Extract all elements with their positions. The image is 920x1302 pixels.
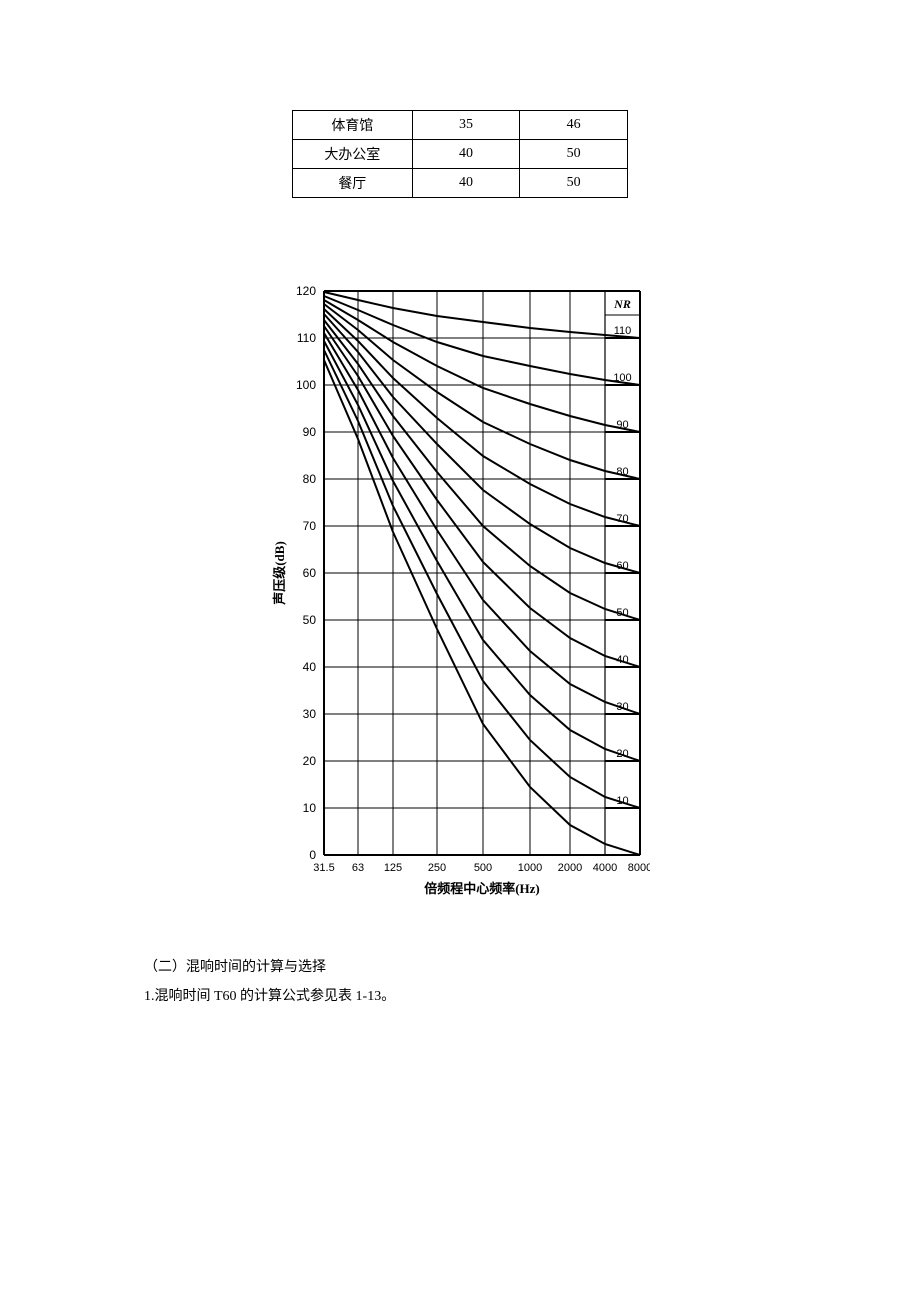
- data-table: 体育馆3546大办公室4050餐厅4050: [292, 110, 628, 198]
- svg-text:2000: 2000: [558, 862, 582, 874]
- svg-text:30: 30: [303, 707, 317, 721]
- svg-text:250: 250: [428, 862, 446, 874]
- svg-text:120: 120: [296, 284, 316, 298]
- body-text: （二）混响时间的计算与选择 1.混响时间 T60 的计算公式参见表 1-13。: [144, 953, 920, 1012]
- nr-chart: NR11010090807060504030201001020304050607…: [270, 210, 650, 915]
- svg-text:NR: NR: [613, 297, 631, 311]
- table-cell: 40: [412, 169, 520, 198]
- svg-text:80: 80: [616, 466, 628, 478]
- section-heading: （二）混响时间的计算与选择: [144, 953, 920, 982]
- table-row: 大办公室4050: [293, 140, 628, 169]
- svg-text:20: 20: [616, 748, 628, 760]
- svg-text:4000: 4000: [593, 862, 617, 874]
- table-cell: 50: [520, 140, 628, 169]
- table-cell: 50: [520, 169, 628, 198]
- svg-text:500: 500: [474, 862, 492, 874]
- svg-text:110: 110: [614, 325, 632, 337]
- svg-text:70: 70: [616, 513, 628, 525]
- svg-text:50: 50: [616, 607, 628, 619]
- svg-text:70: 70: [303, 519, 317, 533]
- svg-text:125: 125: [384, 862, 402, 874]
- table-row: 餐厅4050: [293, 169, 628, 198]
- svg-text:90: 90: [616, 419, 628, 431]
- svg-text:60: 60: [616, 560, 628, 572]
- table-cell: 35: [412, 111, 520, 140]
- svg-text:10: 10: [303, 801, 317, 815]
- svg-text:100: 100: [296, 378, 316, 392]
- section-line-1: 1.混响时间 T60 的计算公式参见表 1-13。: [144, 982, 920, 1011]
- table-cell: 40: [412, 140, 520, 169]
- svg-text:80: 80: [303, 472, 317, 486]
- svg-text:40: 40: [303, 660, 317, 674]
- svg-text:10: 10: [616, 795, 628, 807]
- svg-text:50: 50: [303, 613, 317, 627]
- svg-text:110: 110: [297, 331, 316, 345]
- svg-text:40: 40: [616, 654, 628, 666]
- svg-text:31.5: 31.5: [313, 862, 334, 874]
- svg-text:63: 63: [352, 862, 364, 874]
- table-cell: 46: [520, 111, 628, 140]
- svg-text:声压级(dB): 声压级(dB): [272, 541, 287, 606]
- svg-text:100: 100: [613, 372, 631, 384]
- svg-text:60: 60: [303, 566, 317, 580]
- svg-text:倍频程中心频率(Hz): 倍频程中心频率(Hz): [424, 881, 540, 896]
- svg-text:0: 0: [309, 848, 316, 862]
- svg-text:90: 90: [303, 425, 317, 439]
- svg-text:30: 30: [616, 701, 628, 713]
- svg-text:20: 20: [303, 754, 317, 768]
- table-cell: 大办公室: [293, 140, 413, 169]
- table-row: 体育馆3546: [293, 111, 628, 140]
- svg-text:8000: 8000: [628, 862, 650, 874]
- table-cell: 餐厅: [293, 169, 413, 198]
- table-cell: 体育馆: [293, 111, 413, 140]
- svg-text:1000: 1000: [518, 862, 542, 874]
